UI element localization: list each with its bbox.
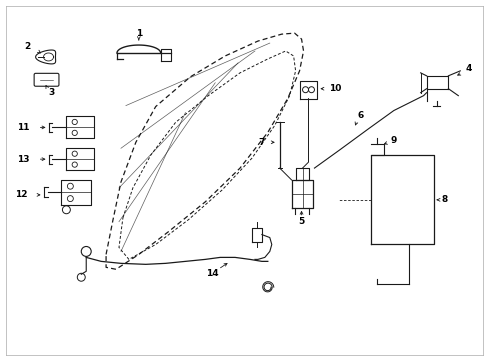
Text: 2: 2 <box>24 41 31 50</box>
Text: 10: 10 <box>328 84 341 93</box>
Text: 11: 11 <box>18 123 30 132</box>
Text: 13: 13 <box>18 155 30 164</box>
Text: 4: 4 <box>464 64 470 73</box>
Text: 5: 5 <box>298 217 304 226</box>
Text: 3: 3 <box>48 88 55 97</box>
Text: 14: 14 <box>205 269 218 278</box>
Text: 6: 6 <box>357 111 364 120</box>
Text: 1: 1 <box>135 29 142 38</box>
Text: 12: 12 <box>16 190 28 199</box>
Text: 8: 8 <box>440 195 447 204</box>
Text: 7: 7 <box>258 138 264 147</box>
Text: 9: 9 <box>390 136 396 145</box>
